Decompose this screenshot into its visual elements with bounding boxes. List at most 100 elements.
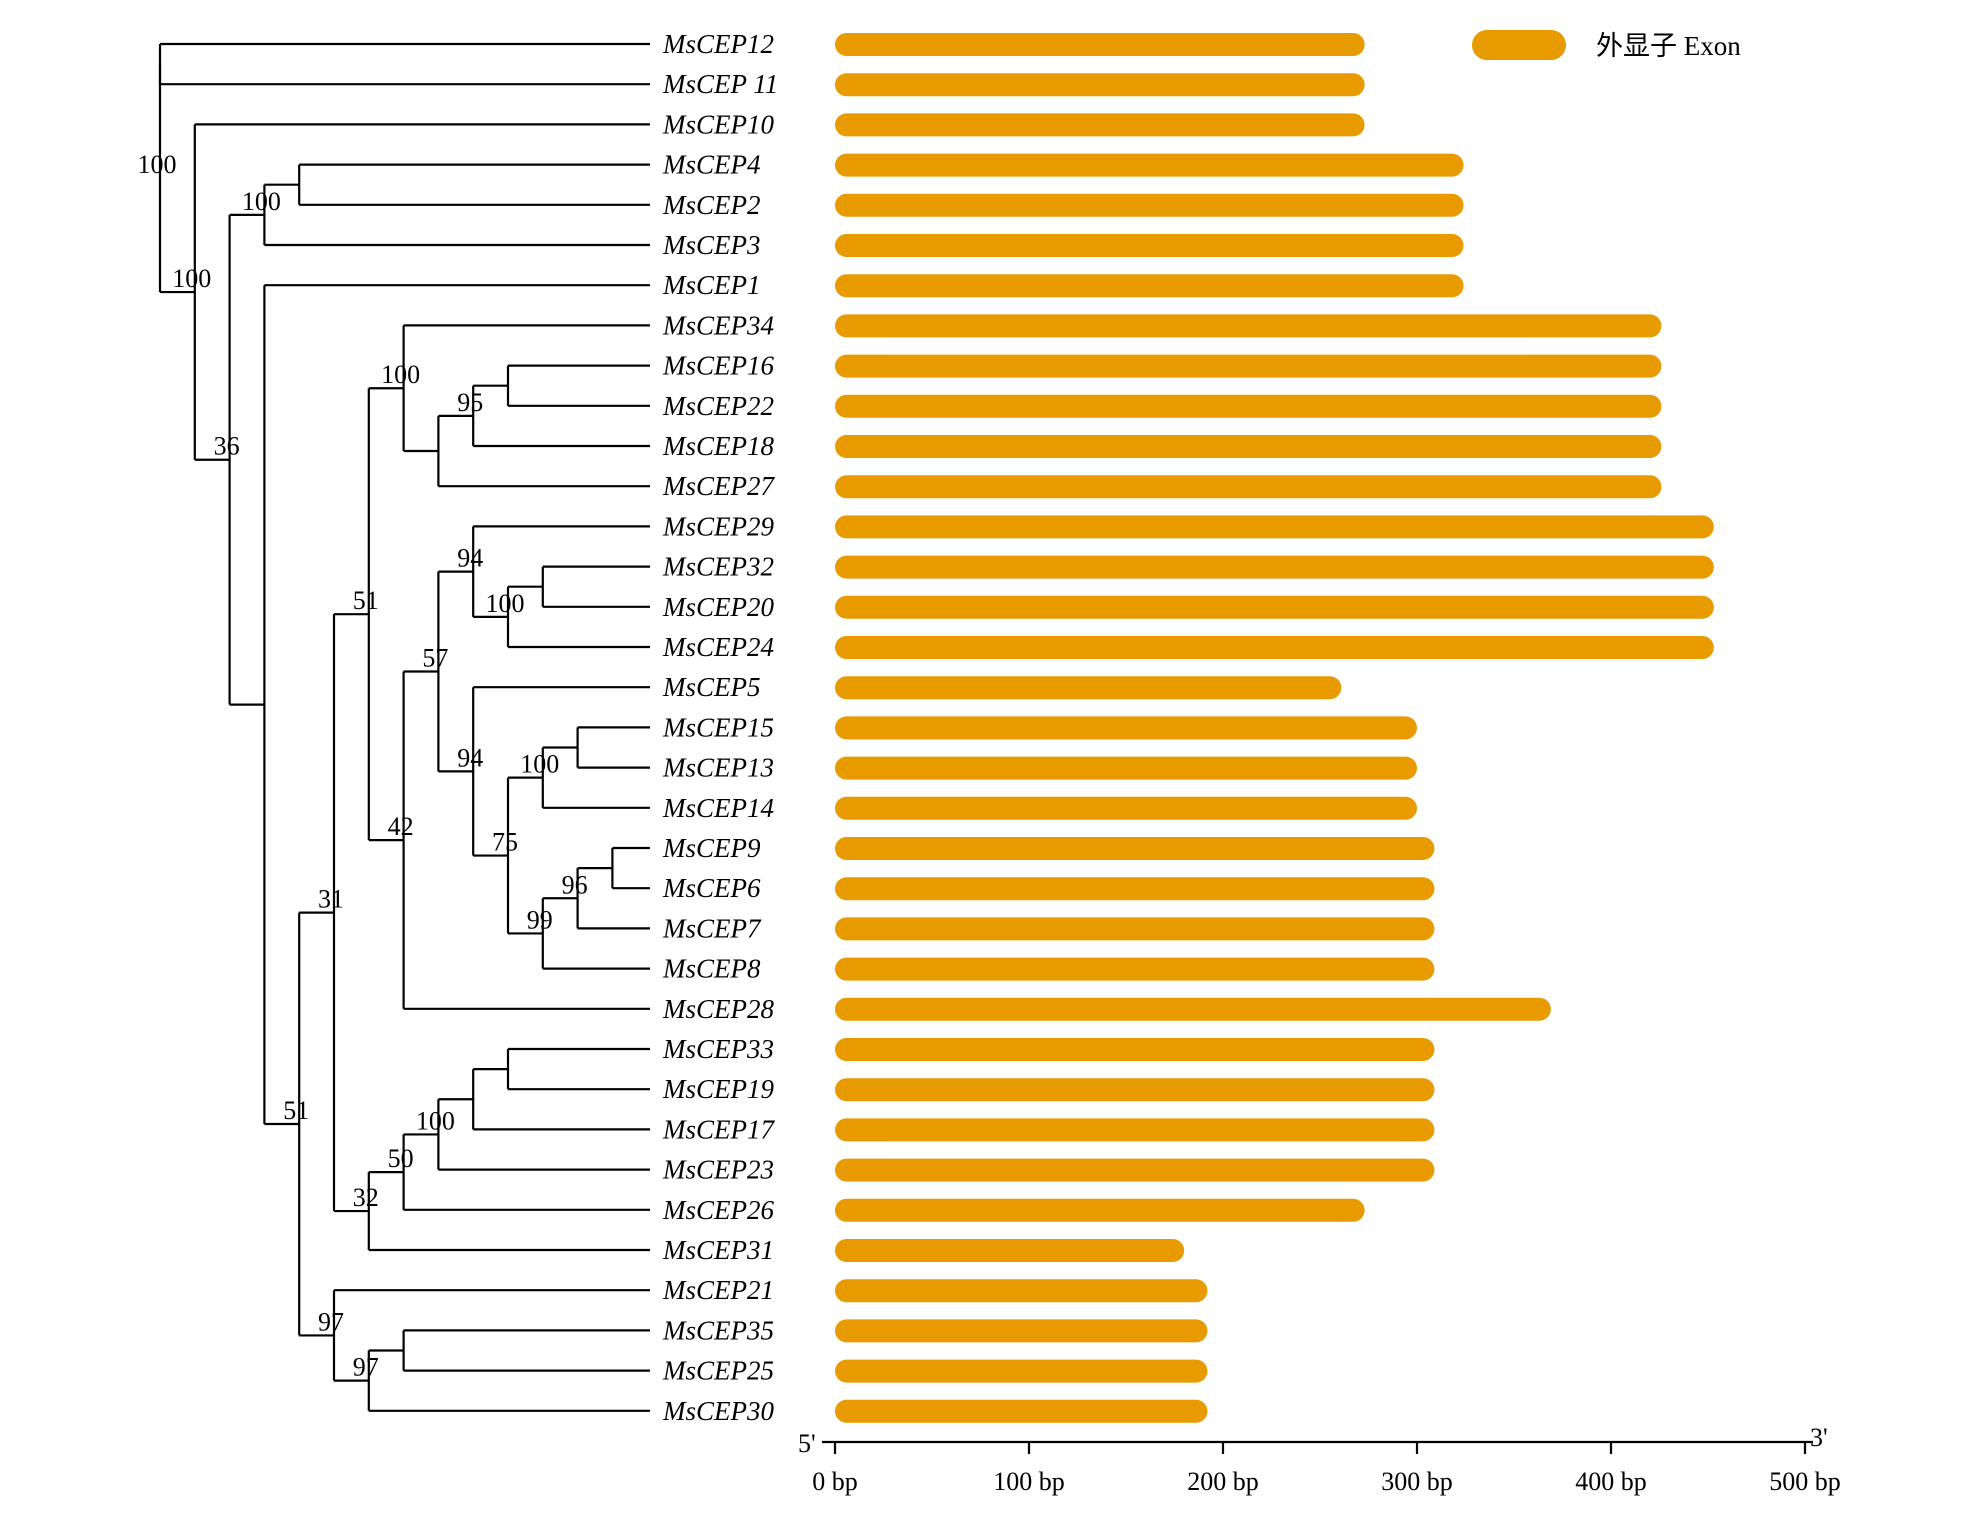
bootstrap-value: 50 xyxy=(388,1144,414,1173)
gene-label: MsCEP23 xyxy=(662,1155,774,1185)
phylogenetic-tree: 1009510010094100969975945742511005032319… xyxy=(138,42,650,1412)
exon-bar xyxy=(835,837,1435,860)
exon-bar xyxy=(835,756,1417,780)
exon-bar xyxy=(835,997,1551,1021)
axis-tick-label: 400 bp xyxy=(1575,1467,1647,1496)
gene-label: MsCEP16 xyxy=(662,351,774,381)
gene-label: MsCEP7 xyxy=(662,913,762,943)
bootstrap-value: 31 xyxy=(318,885,344,914)
legend-swatch xyxy=(1472,30,1566,60)
bootstrap-value: 100 xyxy=(172,264,211,293)
exon-bar xyxy=(835,877,1435,901)
gene-label: MsCEP17 xyxy=(662,1114,775,1144)
exon-bar xyxy=(835,716,1417,740)
legend: 外显子 Exon xyxy=(1472,30,1741,61)
exon-bar xyxy=(835,1279,1208,1303)
gene-label: MsCEP20 xyxy=(662,592,774,622)
exon-bar xyxy=(835,957,1435,981)
bootstrap-value: 75 xyxy=(492,828,518,857)
gene-label: MsCEP18 xyxy=(662,431,774,461)
exon-bar xyxy=(835,1078,1435,1102)
gene-label: MsCEP5 xyxy=(662,672,761,702)
bootstrap-value: 100 xyxy=(486,589,525,618)
exon-bar xyxy=(835,234,1464,257)
axis-tick-label: 100 bp xyxy=(993,1467,1065,1496)
axis-start-mark: 5' xyxy=(798,1429,816,1458)
gene-label: MsCEP13 xyxy=(662,753,774,783)
exon-bar xyxy=(835,1118,1435,1142)
bootstrap-value: 51 xyxy=(353,586,379,615)
bootstrap-value: 96 xyxy=(562,870,588,899)
exon-bar xyxy=(835,394,1662,418)
gene-label: MsCEP26 xyxy=(662,1195,774,1225)
bootstrap-value: 32 xyxy=(353,1183,379,1212)
gene-label: MsCEP6 xyxy=(662,873,761,903)
axis-tick-label: 200 bp xyxy=(1187,1467,1259,1496)
exon-bar xyxy=(835,274,1464,298)
exon-bar xyxy=(835,193,1464,217)
exon-bar xyxy=(835,676,1342,700)
gene-labels: MsCEP12 MsCEP 11 MsCEP10 MsCEP4 MsCEP2 MsCEP3… xyxy=(662,29,778,1426)
exon-bar xyxy=(835,354,1662,378)
bootstrap-value: 97 xyxy=(318,1307,344,1336)
gene-label: MsCEP34 xyxy=(662,310,774,340)
gene-label: MsCEP3 xyxy=(662,230,761,260)
axis-tick-label: 0 bp xyxy=(812,1467,858,1496)
gene-label: MsCEP 11 xyxy=(662,69,778,99)
exon-bar xyxy=(835,314,1662,338)
exon-bar xyxy=(835,1158,1435,1182)
gene-label: MsCEP10 xyxy=(662,109,774,139)
gene-label: MsCEP2 xyxy=(662,190,761,220)
exon-bar xyxy=(835,1198,1365,1222)
exon-bar xyxy=(835,515,1714,539)
exon-bar xyxy=(835,33,1365,56)
axis-tick-label: 300 bp xyxy=(1381,1467,1453,1496)
exon-bar xyxy=(835,595,1714,619)
gene-label: MsCEP30 xyxy=(662,1396,774,1426)
gene-label: MsCEP15 xyxy=(662,712,774,742)
gene-label: MsCEP22 xyxy=(662,391,774,421)
exon-bar xyxy=(835,1399,1208,1423)
gene-label: MsCEP1 xyxy=(662,270,761,300)
exon-bar xyxy=(835,1239,1185,1262)
gene-label: MsCEP32 xyxy=(662,552,774,582)
exon-bars xyxy=(835,33,1714,1423)
gene-label: MsCEP19 xyxy=(662,1074,774,1104)
exon-bar xyxy=(835,435,1662,458)
bp-axis: 5' 3' 0 bp 100 bp 200 bp 300 bp 400 bp 500 bp xyxy=(798,1423,1841,1496)
gene-label: MsCEP28 xyxy=(662,994,774,1024)
exon-bar xyxy=(835,475,1662,499)
exon-bar xyxy=(835,1038,1435,1061)
exon-bar xyxy=(835,73,1365,97)
bootstrap-value: 57 xyxy=(422,643,448,672)
gene-label: MsCEP35 xyxy=(662,1315,774,1345)
gene-label: MsCEP31 xyxy=(662,1235,774,1265)
gene-label: MsCEP8 xyxy=(662,954,761,984)
gene-label: MsCEP27 xyxy=(662,471,775,501)
exon-bar xyxy=(835,555,1714,579)
bootstrap-value: 97 xyxy=(353,1353,379,1382)
axis-end-mark: 3' xyxy=(1810,1423,1828,1452)
gene-label: MsCEP14 xyxy=(662,793,774,823)
gene-label: MsCEP9 xyxy=(662,833,761,863)
bootstrap-value: 94 xyxy=(457,743,483,772)
bootstrap-value: 36 xyxy=(214,432,240,461)
gene-label: MsCEP25 xyxy=(662,1356,774,1386)
gene-label: MsCEP21 xyxy=(662,1275,774,1305)
exon-bar xyxy=(835,113,1365,137)
exon-bar xyxy=(835,917,1435,941)
exon-bar xyxy=(835,796,1417,820)
exon-bar xyxy=(835,153,1464,177)
bootstrap-value: 42 xyxy=(388,812,414,841)
bootstrap-value: 51 xyxy=(283,1096,309,1125)
bootstrap-value: 100 xyxy=(242,187,281,216)
bootstrap-value: 100 xyxy=(138,150,177,179)
exon-bar xyxy=(835,1319,1208,1343)
axis-tick-label: 500 bp xyxy=(1769,1467,1841,1496)
bootstrap-value: 100 xyxy=(381,360,420,389)
exon-bar xyxy=(835,636,1714,659)
bootstrap-value: 95 xyxy=(457,388,483,417)
bootstrap-value: 100 xyxy=(416,1106,455,1135)
gene-label: MsCEP12 xyxy=(662,29,774,59)
